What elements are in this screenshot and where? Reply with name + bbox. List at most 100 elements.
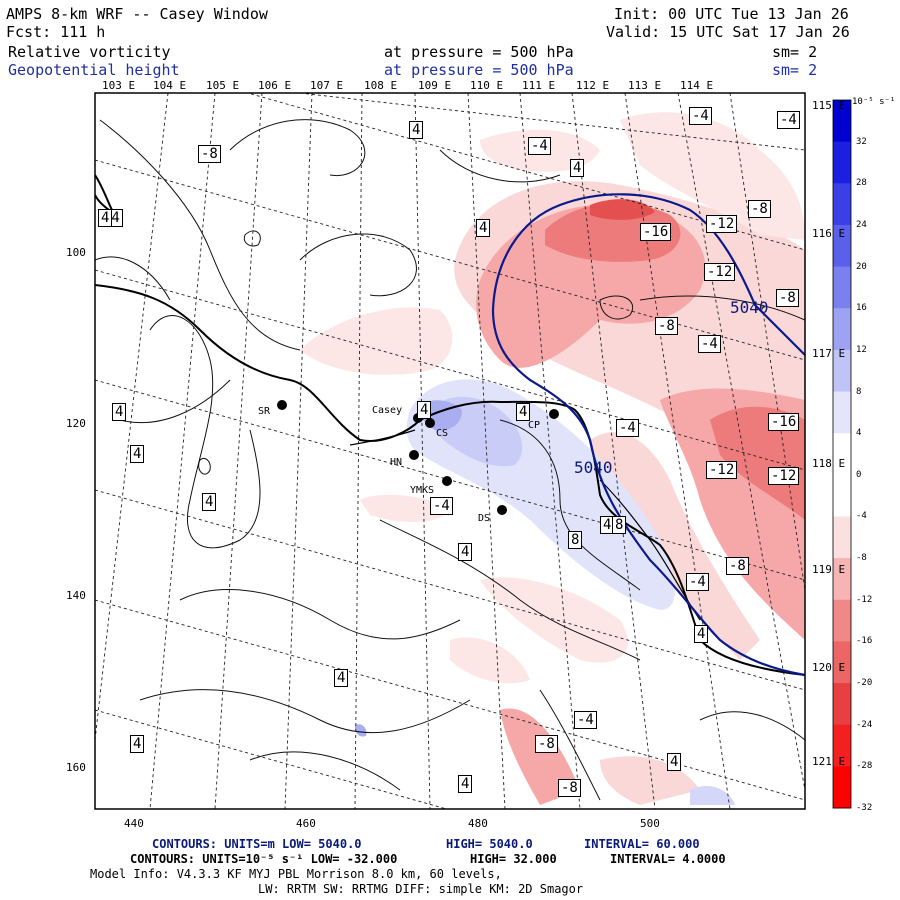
meridian-line — [354, 93, 363, 809]
lon-label: 115 E — [812, 99, 846, 112]
contour-value-label: -12 — [706, 461, 738, 479]
vorticity-contour — [499, 419, 641, 591]
lon-label: 112 E — [576, 79, 610, 92]
y-axis-label: 140 — [66, 589, 86, 602]
valid-time: Valid: 15 UTC Sat 17 Jan 26 — [606, 23, 850, 41]
contour-value-label: 4 — [667, 753, 682, 771]
y-axis-label: 120 — [66, 417, 86, 430]
footer-height-high: HIGH= 5040.0 — [446, 837, 533, 851]
station-label: SR — [258, 406, 271, 417]
contour-value-label: -12 — [704, 263, 736, 281]
vorticity-contour — [139, 689, 471, 734]
height-label: 5040 — [574, 458, 613, 477]
vorticity-contour — [198, 457, 211, 475]
contour-value-label: -8 — [748, 200, 771, 218]
y-axis-label: 160 — [66, 761, 86, 774]
vorticity-contour — [179, 589, 461, 640]
colorbar-swatch — [833, 516, 851, 559]
parallel-line — [95, 599, 805, 801]
contour-value-label: 4 — [98, 209, 113, 227]
field1-smooth: sm= 2 — [772, 43, 818, 61]
vorticity-contour — [699, 711, 805, 741]
lon-label: 116 E — [812, 227, 846, 240]
colorbar-swatch — [833, 266, 851, 309]
station-label: CP — [528, 420, 541, 431]
vorticity-contour — [119, 379, 231, 424]
contour-value-label: 4 — [417, 401, 432, 419]
contour-value-label: 4 — [130, 735, 145, 753]
colorbar-swatch — [833, 391, 851, 434]
vorticity-fill-region — [354, 724, 367, 737]
footer-vorticity-high: HIGH= 32.000 — [470, 852, 557, 866]
colorbar-tick-label: -28 — [856, 761, 873, 772]
colorbar-tick-label: -16 — [856, 636, 873, 647]
colorbar-swatch — [833, 641, 851, 684]
colorbar-tick-label: 0 — [856, 469, 862, 480]
colorbar-tick-label: -4 — [856, 511, 867, 522]
footer-vorticity-contours: CONTOURS: UNITS=10⁻⁵ s⁻¹ LOW= -32.000 — [130, 852, 398, 866]
vorticity-fill-region — [360, 494, 450, 522]
contour-value-label: 8 — [568, 531, 583, 549]
station-marker — [497, 505, 507, 515]
vorticity-fill-region — [300, 307, 453, 375]
vorticity-contour — [299, 233, 417, 297]
colorbar-tick-label: 8 — [856, 386, 862, 397]
lon-label: 110 E — [470, 79, 504, 92]
colorbar-tick-label: -32 — [856, 803, 873, 813]
lon-label: 111 E — [522, 79, 556, 92]
lon-label: 106 E — [258, 79, 292, 92]
lon-label: 104 E — [153, 79, 187, 92]
vorticity-contour — [95, 256, 171, 301]
field2-pressure: at pressure = 500 hPa — [384, 61, 574, 79]
contour-value-label: 4 — [458, 543, 473, 561]
parallel-line — [95, 709, 449, 809]
vorticity-contours — [95, 119, 805, 801]
colorbar-swatch — [833, 308, 851, 351]
field2-smooth: sm= 2 — [772, 61, 818, 79]
contour-value-label: -4 — [777, 111, 800, 129]
contour-value-label: -8 — [198, 145, 221, 163]
meridian-line — [284, 93, 313, 809]
lon-label: 117 E — [812, 347, 846, 360]
coastline-path — [599, 479, 701, 621]
contour-value-label: -4 — [528, 137, 551, 155]
colorbar-tick-label: 4 — [856, 428, 862, 439]
contour-value-label: -4 — [574, 711, 597, 729]
coastline-path — [95, 284, 805, 676]
contour-value-label: 4 — [112, 403, 127, 421]
init-time: Init: 00 UTC Tue 13 Jan 26 — [614, 5, 849, 23]
field2-name: Geopotential height — [8, 61, 180, 79]
lon-label: 119 E — [812, 563, 846, 576]
colorbar-tick-label: 20 — [856, 261, 867, 272]
colorbar-tick-label: 32 — [856, 136, 867, 147]
station-label: HN — [390, 457, 403, 468]
field1-pressure: at pressure = 500 hPa — [384, 43, 574, 61]
colorbar — [832, 99, 852, 809]
contour-value-label: -16 — [768, 413, 800, 431]
coastline-secondary — [349, 429, 701, 621]
x-axis-label: 440 — [124, 817, 144, 830]
contour-value-label: -12 — [768, 467, 800, 485]
graticule — [95, 93, 805, 809]
vorticity-fill-region — [600, 756, 700, 805]
colorbar-unit: 10⁻⁵ s⁻¹ — [852, 97, 896, 107]
coastline-path — [349, 429, 416, 446]
colorbar-tick-label: 12 — [856, 344, 867, 355]
station-marker — [409, 450, 419, 460]
lon-label: 108 E — [364, 79, 398, 92]
colorbar-swatch — [833, 183, 851, 226]
contour-value-label: 4 — [516, 403, 531, 421]
footer-height-contours: CONTOURS: UNITS=m LOW= 5040.0 — [152, 837, 362, 851]
footer-vorticity-interval: INTERVAL= 4.0000 — [610, 852, 726, 866]
lon-label: 120 E — [812, 661, 846, 674]
parallel-line — [299, 93, 805, 151]
station-marker — [442, 476, 452, 486]
vorticity-contour — [99, 119, 301, 351]
colorbar-swatch — [833, 724, 851, 767]
station-label: CS — [436, 428, 449, 439]
station-marker — [549, 409, 559, 419]
vorticity-contour — [599, 295, 633, 320]
colorbar-swatch — [833, 558, 851, 601]
station-marker — [425, 418, 435, 428]
geopotential-contour-5040 — [491, 193, 805, 677]
